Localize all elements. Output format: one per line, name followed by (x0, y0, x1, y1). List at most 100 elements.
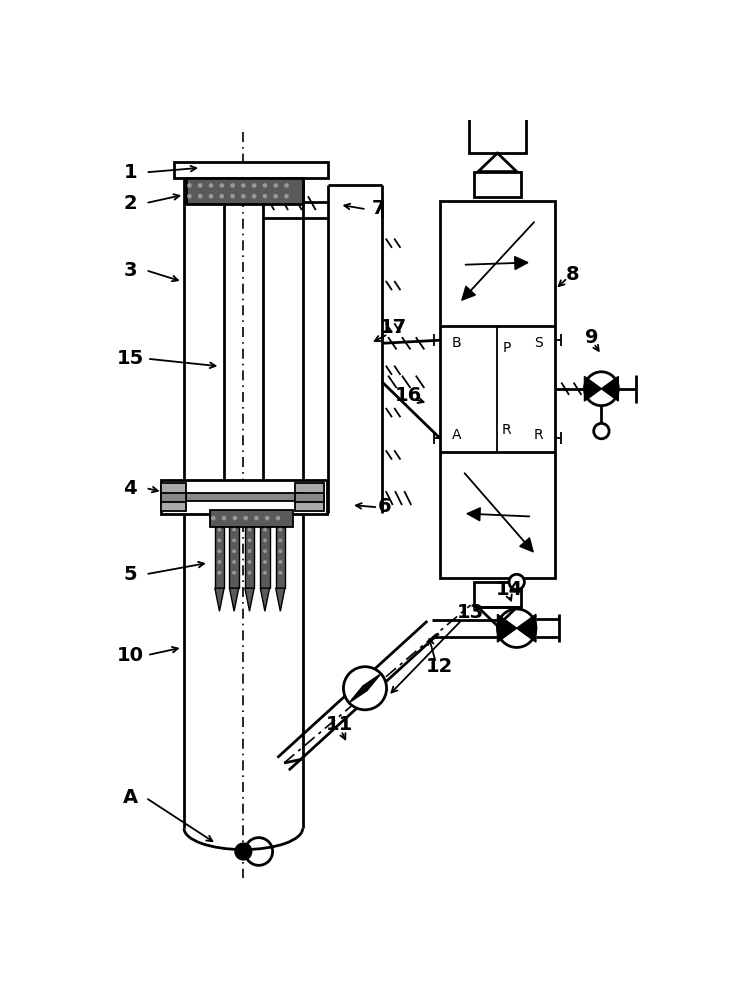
Circle shape (241, 183, 246, 188)
Bar (295, 493, 325, 502)
Circle shape (248, 538, 251, 542)
Polygon shape (276, 588, 285, 611)
Circle shape (263, 549, 267, 553)
Circle shape (263, 571, 267, 575)
Text: 7: 7 (371, 199, 385, 218)
Bar (469, 111, 526, 153)
Circle shape (279, 560, 282, 564)
Polygon shape (215, 588, 224, 611)
Circle shape (594, 423, 609, 439)
Text: B: B (452, 336, 461, 350)
Circle shape (276, 516, 280, 520)
Circle shape (248, 560, 251, 564)
Text: 5: 5 (124, 565, 137, 584)
Bar (440, 201, 556, 578)
Text: 13: 13 (457, 603, 484, 622)
Text: 1: 1 (124, 163, 137, 182)
Circle shape (279, 549, 282, 553)
Text: 17: 17 (380, 318, 407, 337)
Text: 16: 16 (395, 386, 423, 405)
Circle shape (219, 183, 224, 188)
Circle shape (248, 571, 251, 575)
Text: A: A (452, 428, 461, 442)
Circle shape (265, 516, 270, 520)
Polygon shape (245, 588, 254, 611)
Polygon shape (602, 376, 618, 401)
Text: 9: 9 (586, 328, 599, 347)
Polygon shape (498, 614, 517, 642)
Circle shape (273, 194, 278, 199)
Bar (295, 483, 325, 511)
Circle shape (198, 183, 202, 188)
Text: 8: 8 (565, 264, 579, 284)
Bar (474, 582, 520, 607)
Circle shape (279, 571, 282, 575)
Circle shape (198, 194, 202, 199)
Bar (186, 178, 303, 204)
Text: 15: 15 (116, 349, 144, 368)
Circle shape (262, 194, 268, 199)
Bar (215, 527, 224, 588)
Circle shape (218, 549, 221, 553)
Circle shape (279, 538, 282, 542)
Bar (230, 527, 239, 588)
Circle shape (344, 667, 387, 710)
Circle shape (263, 560, 267, 564)
Polygon shape (260, 588, 270, 611)
Text: P: P (502, 341, 511, 355)
Text: 3: 3 (124, 261, 137, 280)
Bar (474, 172, 520, 197)
Text: 11: 11 (326, 715, 353, 734)
Circle shape (232, 528, 236, 532)
Text: S: S (534, 336, 542, 350)
Circle shape (218, 528, 221, 532)
Bar (211, 510, 293, 527)
Text: 12: 12 (426, 657, 453, 676)
Circle shape (251, 194, 257, 199)
Circle shape (211, 516, 216, 520)
Text: 14: 14 (496, 580, 523, 599)
Bar (478, 89, 517, 111)
Circle shape (248, 528, 251, 532)
Circle shape (262, 183, 268, 188)
Circle shape (498, 609, 536, 647)
Circle shape (251, 183, 257, 188)
Text: 6: 6 (377, 497, 391, 516)
Bar (186, 493, 303, 501)
Circle shape (254, 516, 259, 520)
Polygon shape (585, 376, 602, 401)
Bar (245, 527, 254, 588)
Circle shape (218, 571, 221, 575)
Bar (260, 527, 270, 588)
Circle shape (209, 194, 213, 199)
Circle shape (187, 183, 192, 188)
Text: 2: 2 (124, 194, 137, 213)
Text: R: R (534, 428, 543, 442)
Text: 10: 10 (117, 646, 144, 665)
Circle shape (273, 183, 278, 188)
Circle shape (218, 560, 221, 564)
Circle shape (187, 194, 192, 199)
Bar (161, 493, 186, 502)
Circle shape (248, 549, 251, 553)
Circle shape (585, 372, 618, 406)
Circle shape (232, 571, 236, 575)
Bar (161, 483, 186, 511)
Circle shape (241, 194, 246, 199)
Circle shape (230, 194, 235, 199)
Circle shape (232, 516, 237, 520)
Circle shape (284, 183, 289, 188)
Circle shape (279, 528, 282, 532)
Polygon shape (517, 614, 536, 642)
Text: R: R (502, 423, 512, 437)
Bar (161, 480, 327, 514)
Bar (174, 162, 328, 178)
Circle shape (235, 844, 251, 859)
Circle shape (221, 516, 227, 520)
Circle shape (232, 538, 236, 542)
Circle shape (263, 538, 267, 542)
Circle shape (230, 183, 235, 188)
Circle shape (509, 574, 524, 590)
Circle shape (232, 549, 236, 553)
Circle shape (243, 516, 248, 520)
